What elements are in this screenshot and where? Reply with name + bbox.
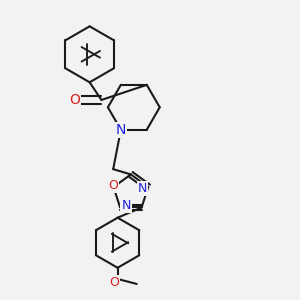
Text: O: O xyxy=(70,93,80,107)
Text: N: N xyxy=(121,200,131,212)
Text: O: O xyxy=(109,179,118,192)
Text: N: N xyxy=(116,123,126,137)
Text: O: O xyxy=(109,276,119,289)
Text: N: N xyxy=(138,182,147,195)
